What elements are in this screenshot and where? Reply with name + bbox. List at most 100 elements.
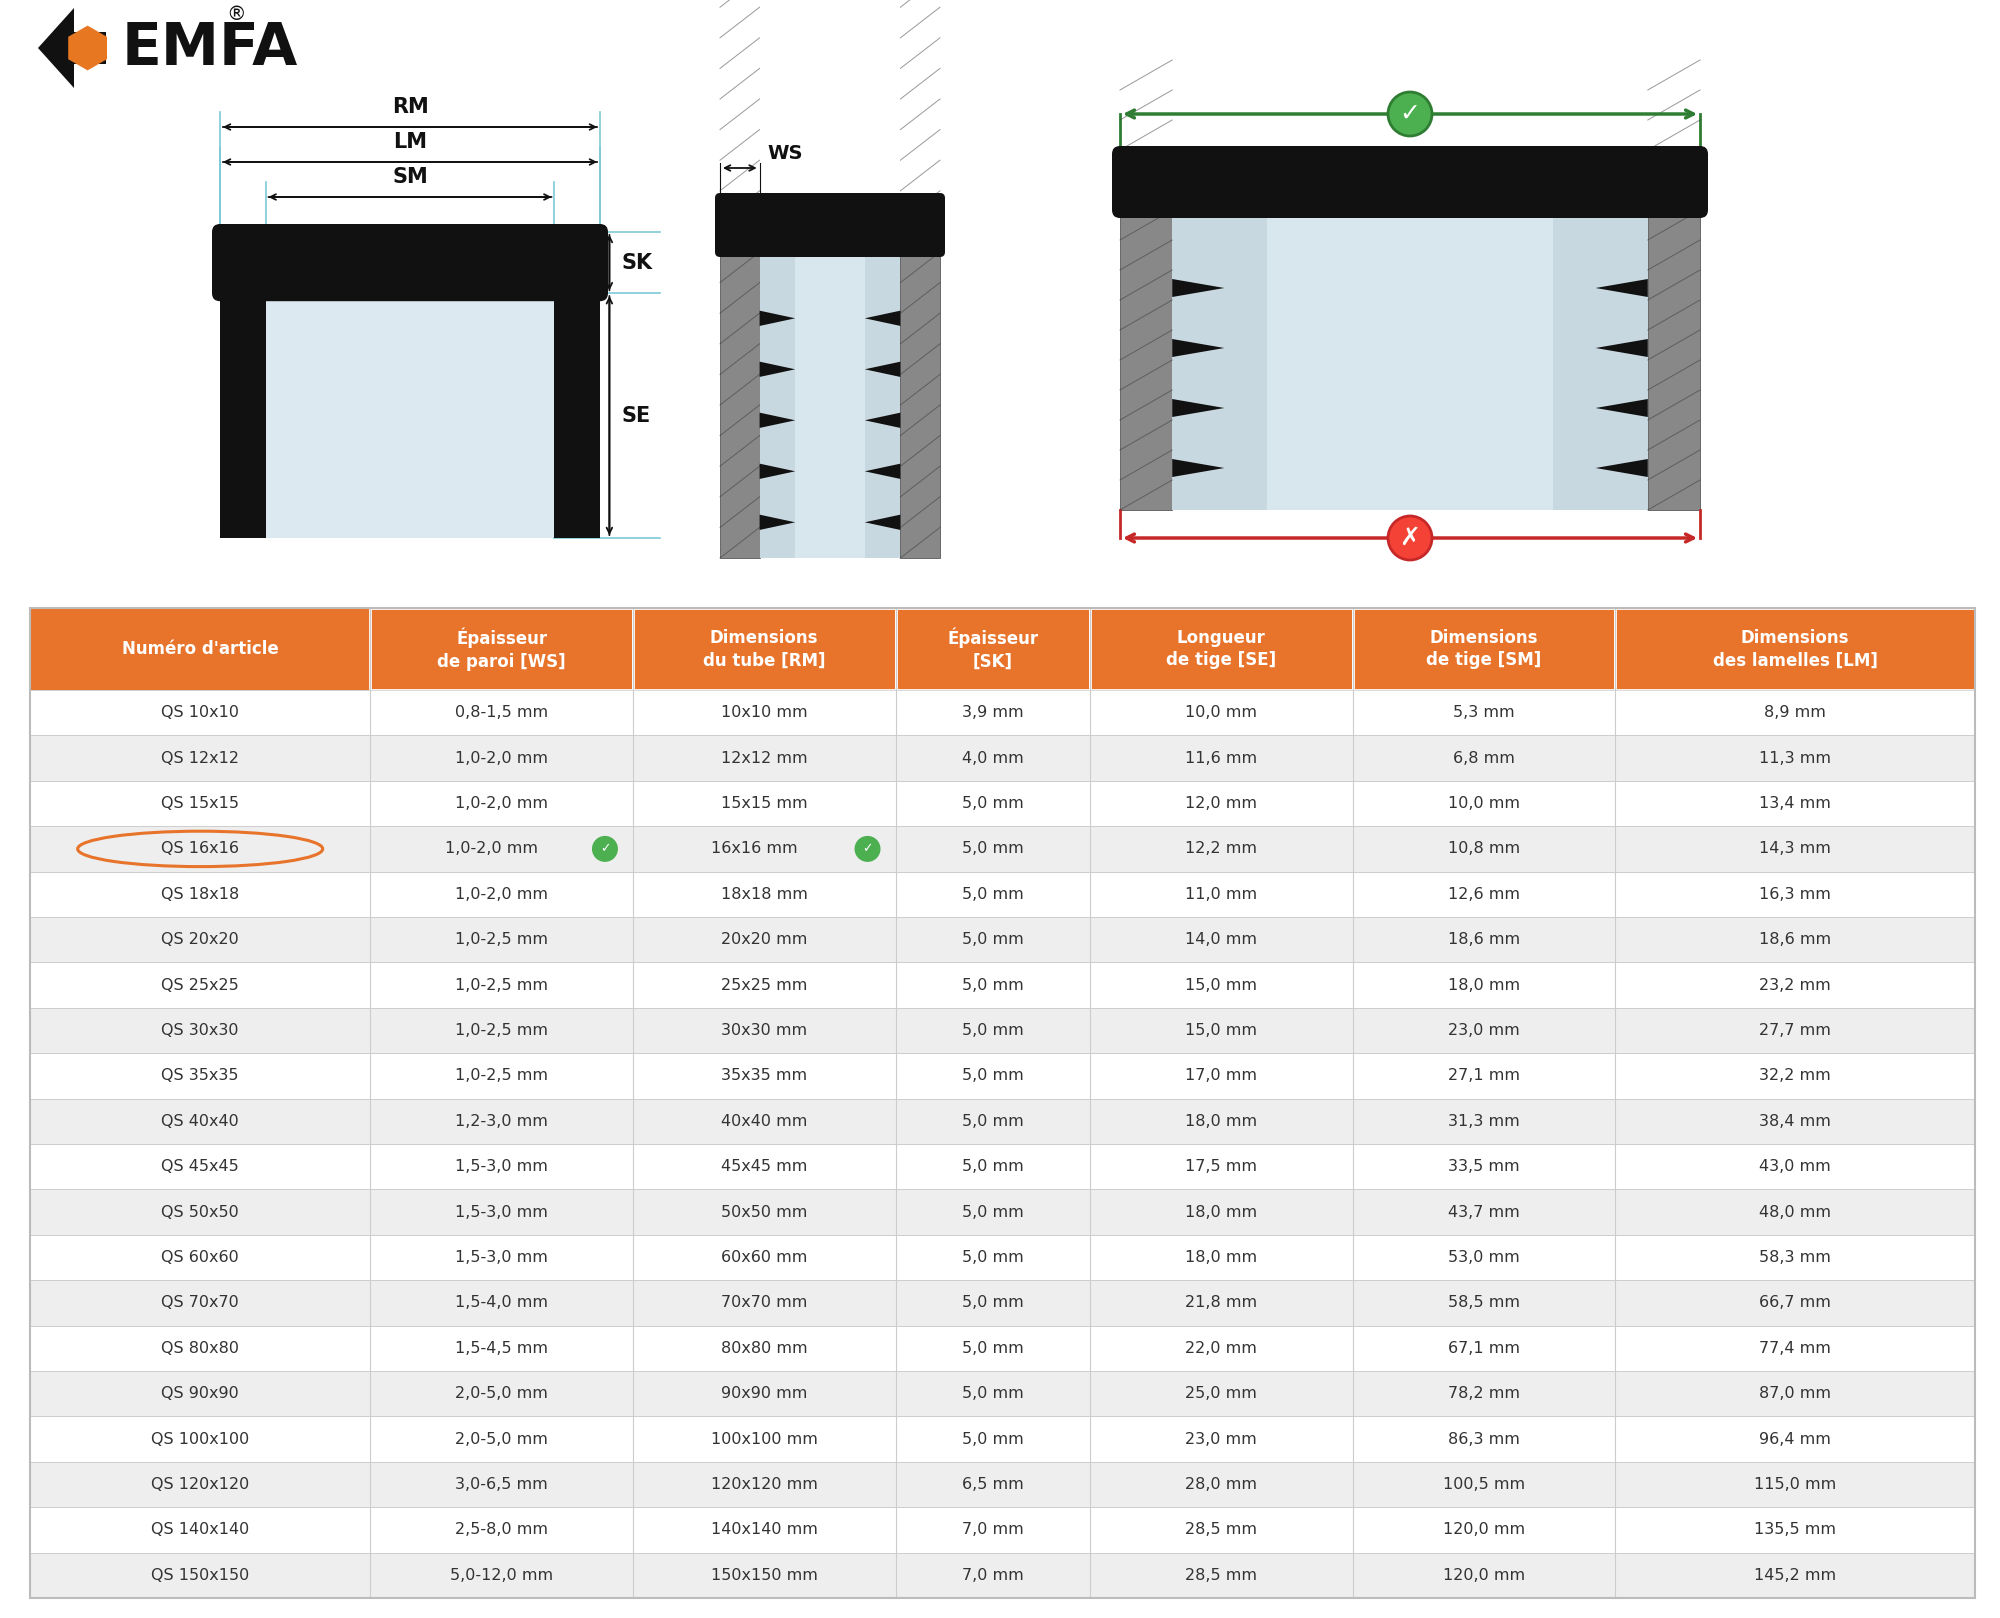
Text: 1,0-2,5 mm: 1,0-2,5 mm [456, 1023, 548, 1039]
FancyBboxPatch shape [896, 608, 1090, 689]
FancyBboxPatch shape [632, 963, 896, 1008]
Text: 20x20 mm: 20x20 mm [722, 932, 808, 947]
FancyBboxPatch shape [370, 1416, 632, 1461]
Text: 17,0 mm: 17,0 mm [1186, 1068, 1258, 1084]
Text: LM: LM [392, 133, 428, 152]
FancyBboxPatch shape [896, 1235, 1090, 1280]
FancyBboxPatch shape [896, 1553, 1090, 1599]
Text: 18,0 mm: 18,0 mm [1186, 1251, 1258, 1265]
FancyBboxPatch shape [30, 1235, 370, 1280]
Text: 11,3 mm: 11,3 mm [1760, 751, 1832, 765]
FancyBboxPatch shape [896, 1416, 1090, 1461]
Text: 5,0 mm: 5,0 mm [962, 1251, 1024, 1265]
FancyBboxPatch shape [30, 1508, 370, 1553]
FancyBboxPatch shape [1090, 1370, 1352, 1416]
Circle shape [592, 837, 618, 862]
FancyBboxPatch shape [370, 1508, 632, 1553]
Text: 1,5-3,0 mm: 1,5-3,0 mm [456, 1251, 548, 1265]
FancyBboxPatch shape [896, 736, 1090, 781]
Text: 16x16 mm: 16x16 mm [710, 841, 798, 856]
Text: 12,0 mm: 12,0 mm [1186, 796, 1258, 811]
Text: 1,0-2,0 mm: 1,0-2,0 mm [456, 796, 548, 811]
FancyBboxPatch shape [632, 1508, 896, 1553]
FancyBboxPatch shape [1616, 827, 1976, 872]
FancyBboxPatch shape [896, 1189, 1090, 1235]
Text: 11,0 mm: 11,0 mm [1186, 887, 1258, 901]
FancyBboxPatch shape [716, 193, 946, 257]
Text: QS 30x30: QS 30x30 [162, 1023, 238, 1039]
Text: 2,0-5,0 mm: 2,0-5,0 mm [456, 1432, 548, 1446]
Text: QS 16x16: QS 16x16 [162, 841, 240, 856]
Text: 6,5 mm: 6,5 mm [962, 1477, 1024, 1492]
Text: 30x30 mm: 30x30 mm [722, 1023, 808, 1039]
Text: 14,0 mm: 14,0 mm [1186, 932, 1258, 947]
FancyBboxPatch shape [30, 1416, 370, 1461]
Text: QS 50x50: QS 50x50 [162, 1204, 240, 1220]
Text: 22,0 mm: 22,0 mm [1186, 1341, 1258, 1356]
Text: 27,1 mm: 27,1 mm [1448, 1068, 1520, 1084]
Polygon shape [864, 515, 900, 531]
FancyBboxPatch shape [896, 1099, 1090, 1144]
FancyBboxPatch shape [896, 1325, 1090, 1370]
Text: 53,0 mm: 53,0 mm [1448, 1251, 1520, 1265]
FancyBboxPatch shape [370, 736, 632, 781]
Text: 16,3 mm: 16,3 mm [1760, 887, 1832, 901]
Text: 4,0 mm: 4,0 mm [962, 751, 1024, 765]
Text: 17,5 mm: 17,5 mm [1186, 1158, 1258, 1175]
FancyBboxPatch shape [30, 1370, 370, 1416]
Text: 120,0 mm: 120,0 mm [1442, 1568, 1524, 1582]
Text: 78,2 mm: 78,2 mm [1448, 1387, 1520, 1401]
Text: Épaisseur
de paroi [WS]: Épaisseur de paroi [WS] [438, 628, 566, 671]
Polygon shape [1596, 460, 1648, 477]
FancyBboxPatch shape [1352, 1189, 1616, 1235]
FancyBboxPatch shape [1616, 1008, 1976, 1053]
Text: 1,5-4,0 mm: 1,5-4,0 mm [456, 1296, 548, 1311]
FancyBboxPatch shape [1616, 963, 1976, 1008]
FancyBboxPatch shape [1352, 1370, 1616, 1416]
Polygon shape [554, 411, 600, 421]
FancyBboxPatch shape [1352, 827, 1616, 872]
Text: 43,7 mm: 43,7 mm [1448, 1204, 1520, 1220]
FancyBboxPatch shape [896, 1144, 1090, 1189]
Text: 38,4 mm: 38,4 mm [1760, 1113, 1832, 1129]
FancyBboxPatch shape [632, 872, 896, 917]
Text: EMFA: EMFA [122, 19, 298, 76]
FancyBboxPatch shape [896, 917, 1090, 963]
Text: QS 15x15: QS 15x15 [162, 796, 240, 811]
Text: 87,0 mm: 87,0 mm [1760, 1387, 1832, 1401]
Text: 5,0 mm: 5,0 mm [962, 1113, 1024, 1129]
FancyBboxPatch shape [1352, 917, 1616, 963]
FancyBboxPatch shape [632, 1189, 896, 1235]
FancyBboxPatch shape [1090, 1008, 1352, 1053]
Polygon shape [1596, 278, 1648, 298]
FancyBboxPatch shape [1616, 1370, 1976, 1416]
FancyBboxPatch shape [896, 1280, 1090, 1325]
FancyBboxPatch shape [1090, 1099, 1352, 1144]
FancyBboxPatch shape [1616, 1144, 1976, 1189]
FancyBboxPatch shape [1352, 689, 1616, 736]
FancyBboxPatch shape [1090, 1053, 1352, 1099]
Text: 5,0 mm: 5,0 mm [962, 932, 1024, 947]
Polygon shape [1172, 460, 1224, 477]
Text: 8,9 mm: 8,9 mm [1764, 705, 1826, 720]
Text: QS 90x90: QS 90x90 [162, 1387, 240, 1401]
FancyBboxPatch shape [720, 252, 760, 558]
Text: 86,3 mm: 86,3 mm [1448, 1432, 1520, 1446]
Text: 5,0 mm: 5,0 mm [962, 1296, 1024, 1311]
FancyBboxPatch shape [1090, 827, 1352, 872]
FancyBboxPatch shape [30, 1008, 370, 1053]
Text: QS 40x40: QS 40x40 [162, 1113, 240, 1129]
Text: QS 45x45: QS 45x45 [162, 1158, 240, 1175]
FancyBboxPatch shape [632, 1099, 896, 1144]
Polygon shape [1172, 278, 1224, 298]
Polygon shape [760, 464, 796, 479]
FancyBboxPatch shape [1616, 608, 1976, 689]
Text: 115,0 mm: 115,0 mm [1754, 1477, 1836, 1492]
Text: 23,2 mm: 23,2 mm [1760, 977, 1830, 992]
Text: 100x100 mm: 100x100 mm [710, 1432, 818, 1446]
Circle shape [1388, 92, 1432, 136]
FancyBboxPatch shape [1352, 1008, 1616, 1053]
FancyBboxPatch shape [1352, 872, 1616, 917]
FancyBboxPatch shape [632, 827, 896, 872]
Text: QS 80x80: QS 80x80 [162, 1341, 240, 1356]
